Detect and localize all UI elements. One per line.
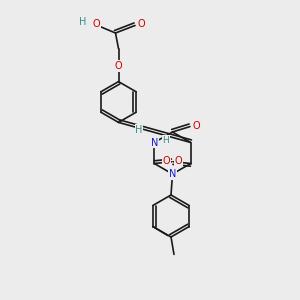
Text: H: H: [135, 125, 143, 135]
Text: H: H: [80, 17, 87, 28]
Text: O: O: [175, 156, 182, 166]
Text: O: O: [92, 19, 100, 29]
Text: O: O: [163, 156, 170, 166]
Text: N: N: [151, 137, 158, 148]
Text: O: O: [193, 121, 200, 131]
Text: O: O: [115, 61, 122, 71]
Text: O: O: [137, 19, 145, 29]
Text: H: H: [162, 136, 169, 145]
Text: N: N: [169, 169, 176, 179]
